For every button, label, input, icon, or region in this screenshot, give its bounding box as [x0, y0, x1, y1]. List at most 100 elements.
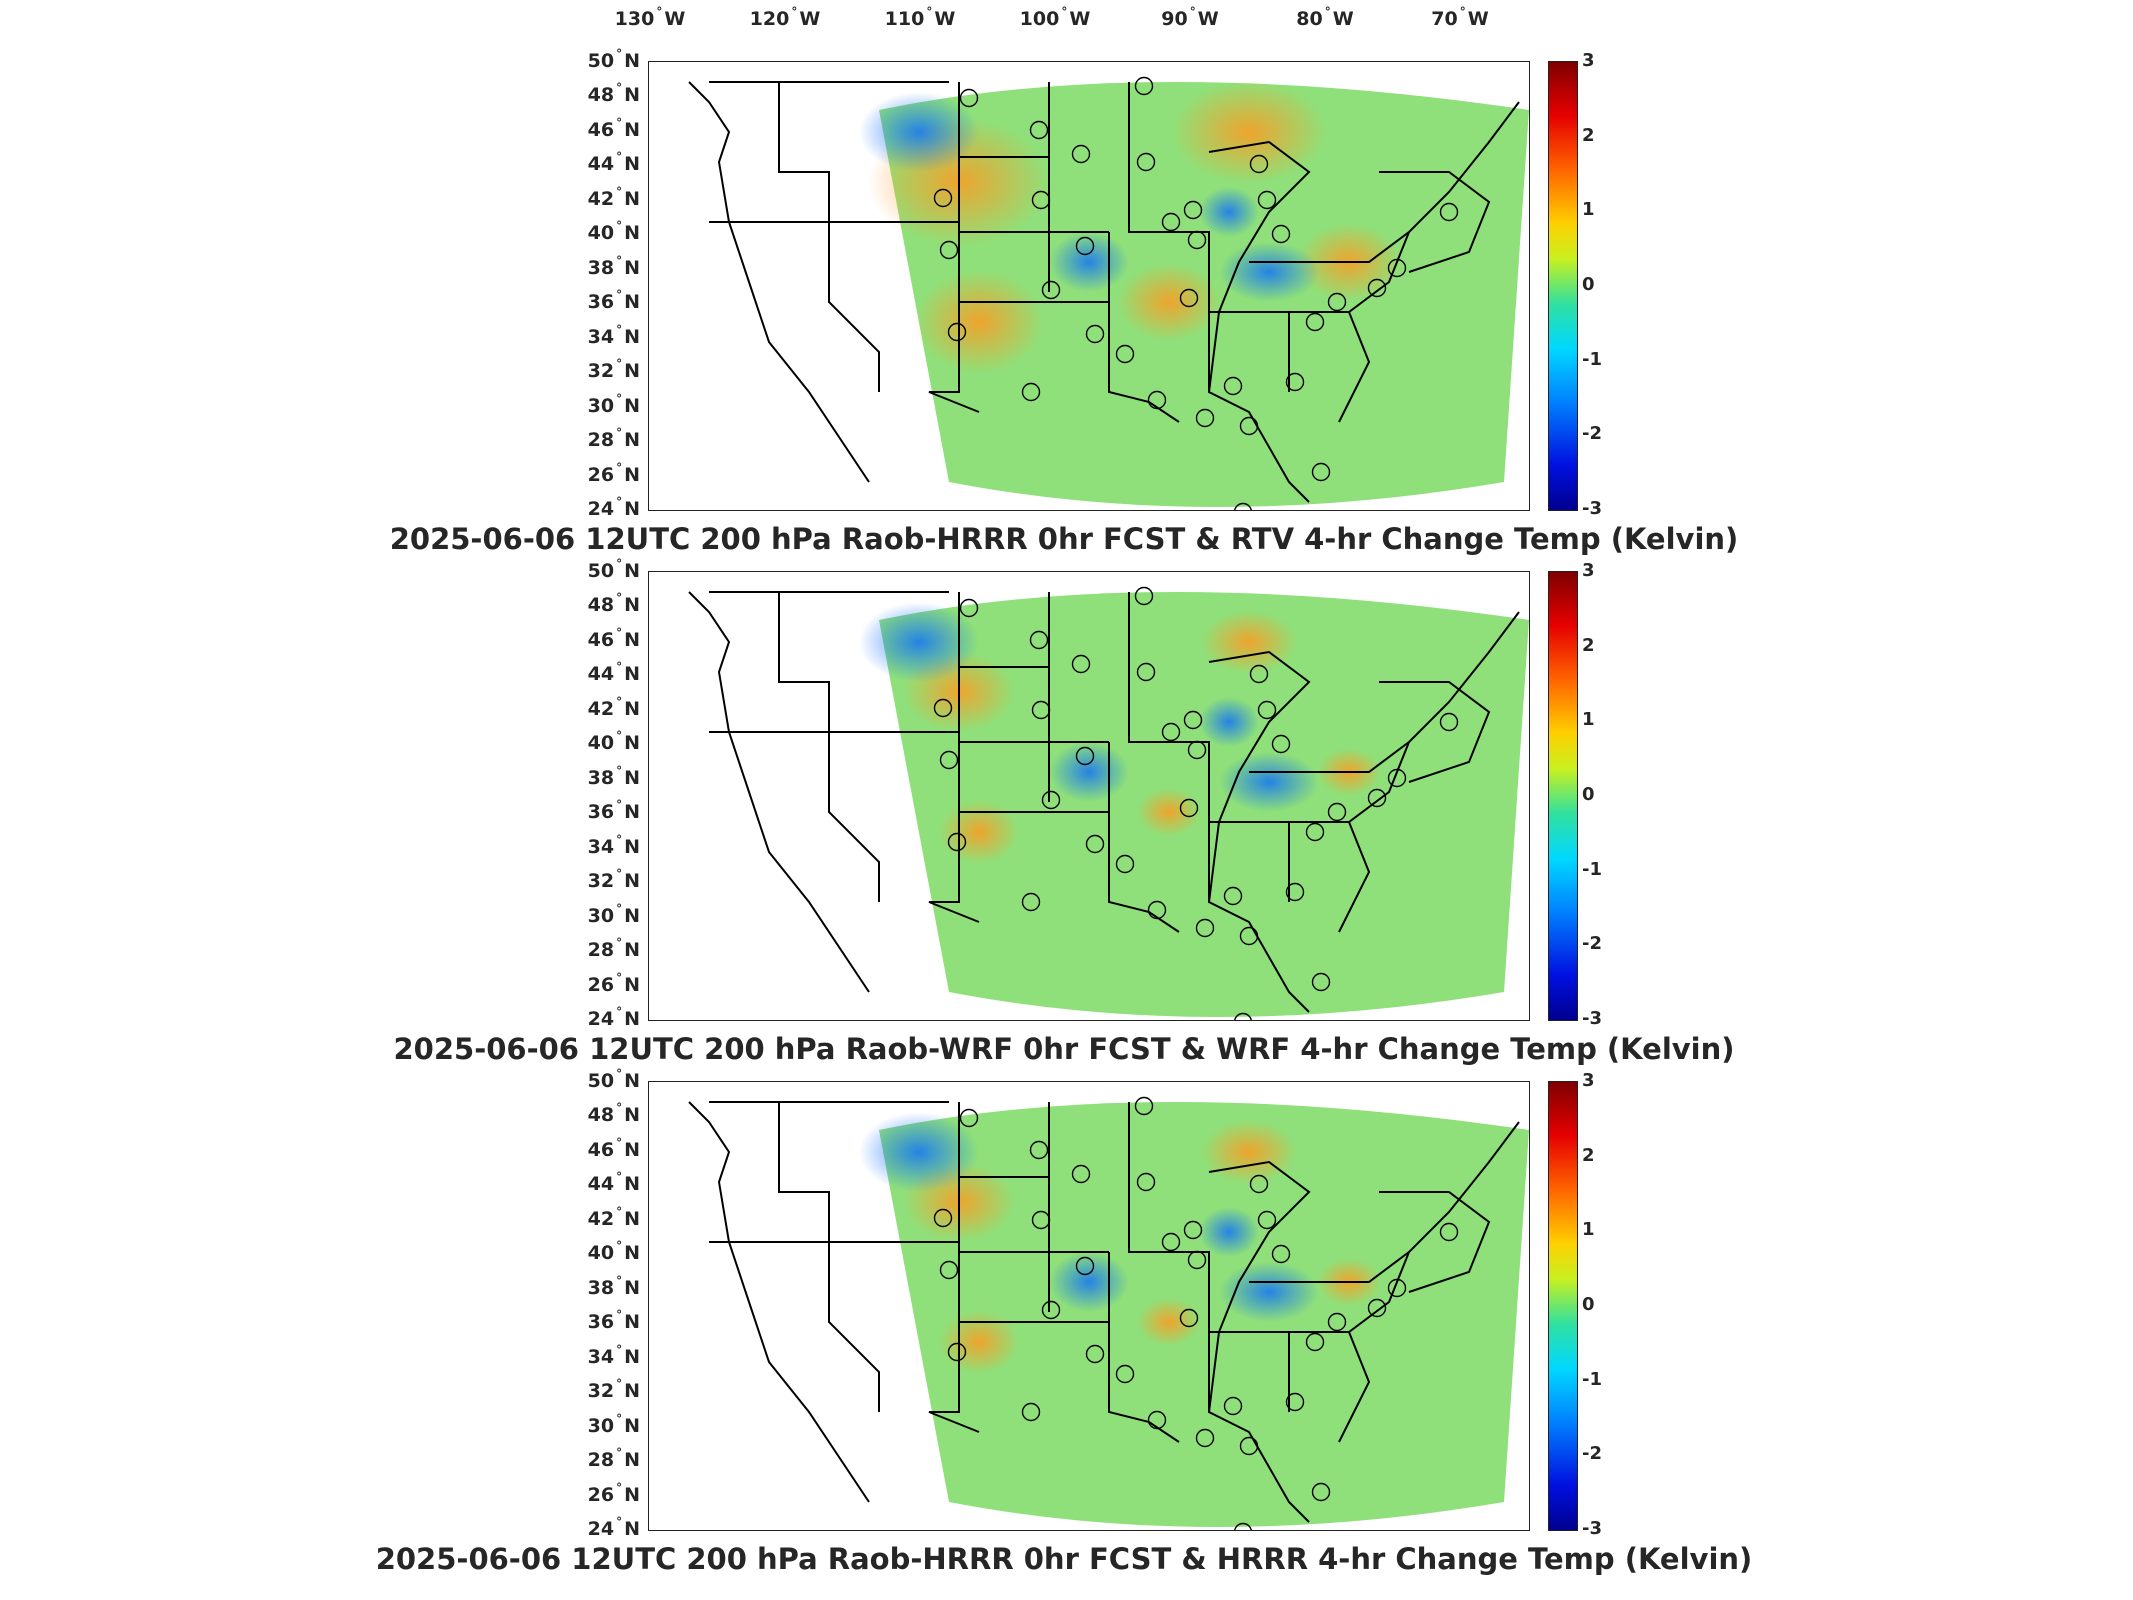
raob-station-marker — [947, 832, 967, 852]
raob-station-marker — [1257, 700, 1277, 720]
raob-station-marker — [1071, 144, 1091, 164]
raob-station-marker — [1179, 1308, 1199, 1328]
panel-title: 2025-06-06 12UTC 200 hPa Raob-HRRR 0hr F… — [375, 1542, 1753, 1576]
raob-station-marker — [1249, 664, 1269, 684]
raob-station-marker — [1134, 586, 1154, 606]
raob-station-marker — [1387, 1278, 1407, 1298]
raob-station-marker — [1161, 212, 1181, 232]
raob-station-marker — [1147, 900, 1167, 920]
lat-label: 48 ° N — [587, 81, 640, 107]
raob-station-marker — [1387, 258, 1407, 278]
raob-station-marker — [1183, 1220, 1203, 1240]
lat-label: 38 ° N — [587, 253, 640, 279]
raob-station-marker — [1249, 1174, 1269, 1194]
warm-anomaly — [939, 1310, 1019, 1374]
raob-station-marker — [1234, 502, 1252, 510]
raob-station-marker — [1115, 344, 1135, 364]
lat-label: 30 ° N — [587, 1411, 640, 1437]
boundaries — [688, 1101, 1520, 1523]
raob-station-marker — [1041, 1300, 1061, 1320]
raob-station-marker — [1187, 740, 1207, 760]
lat-label: 26 ° N — [587, 460, 640, 486]
raob-station-marker — [1021, 382, 1041, 402]
colorbar-tick-label: 2 — [1582, 1144, 1595, 1166]
lat-label: 46 ° N — [587, 625, 640, 651]
raob-station-marker — [1136, 1172, 1156, 1192]
cool-anomaly — [1049, 1252, 1129, 1312]
boundary-line — [709, 1101, 959, 1243]
temperature-change-map — [688, 1096, 1529, 1530]
colorbar-tick-label: 3 — [1582, 50, 1595, 71]
colorbar-tick-label: 3 — [1582, 560, 1595, 581]
raob-station-marker — [1075, 236, 1095, 256]
colorbar — [1548, 1081, 1578, 1531]
lat-label: 30 ° N — [587, 391, 640, 417]
lat-label: 42 ° N — [587, 184, 640, 210]
lat-label: 26 ° N — [587, 1480, 640, 1506]
lat-label: 44 ° N — [587, 1170, 640, 1196]
cool-anomaly — [1219, 752, 1319, 812]
warm-anomaly — [1117, 263, 1221, 341]
raob-station-marker — [1271, 1244, 1291, 1264]
colorbar-tick-label: 0 — [1582, 784, 1595, 805]
raob-station-marker — [1305, 1332, 1325, 1352]
colorbar-tick-label: -1 — [1582, 348, 1602, 370]
raob-station-marker — [1041, 280, 1061, 300]
lat-label: 50 ° N — [587, 47, 640, 72]
raob-station-marker — [1271, 734, 1291, 754]
cool-anomaly — [1219, 242, 1319, 302]
raob-station-marker — [1031, 190, 1051, 210]
boundary-line — [709, 81, 959, 223]
raob-station-marker — [939, 240, 959, 260]
raob-station-marker — [1367, 278, 1387, 298]
raob-station-marker — [933, 1208, 953, 1228]
raob-station-marker — [933, 188, 953, 208]
raob-station-marker — [1021, 892, 1041, 912]
cool-anomaly — [859, 602, 979, 682]
raob-station-marker — [1134, 76, 1154, 96]
raob-station-marker — [1183, 200, 1203, 220]
boundary-line — [1207, 1160, 1311, 1523]
raob-station-marker — [947, 322, 967, 342]
lat-label: 28 ° N — [587, 1446, 640, 1472]
lat-label: 32 ° N — [587, 867, 640, 893]
lat-label: 24 ° N — [587, 1515, 640, 1540]
raob-station-marker — [1071, 1164, 1091, 1184]
boundary-line — [1207, 140, 1311, 503]
lat-label: 30 ° N — [587, 901, 640, 927]
raob-station-marker — [959, 598, 979, 618]
raob-station-marker — [1147, 390, 1167, 410]
lat-label: 48 ° N — [587, 591, 640, 617]
colorbar-tick-label: 0 — [1582, 1294, 1595, 1315]
raob-station-marker — [1187, 230, 1207, 250]
lon-label: 100 ° W — [1019, 5, 1091, 30]
raob-station-marker — [1239, 416, 1259, 436]
map-panel — [648, 61, 1530, 511]
cool-anomaly — [1219, 1262, 1319, 1322]
lat-label: 38 ° N — [587, 763, 640, 789]
colorbar-tick-label: -3 — [1582, 1518, 1602, 1539]
lat-label: 36 ° N — [587, 288, 640, 314]
colorbar-tick-label: -2 — [1582, 423, 1602, 445]
colorbar-tick-label: 1 — [1582, 199, 1595, 221]
raob-station-marker — [1179, 798, 1199, 818]
raob-station-marker — [1223, 886, 1243, 906]
cool-anomaly — [1199, 697, 1259, 747]
lon-label: 70 ° W — [1431, 5, 1489, 30]
lon-label: 130 ° W — [614, 5, 686, 30]
raob-station-marker — [1234, 1522, 1252, 1530]
raob-station-marker — [1136, 662, 1156, 682]
cool-anomaly — [1049, 742, 1129, 802]
lat-label: 40 ° N — [587, 219, 640, 245]
lat-label: 34 ° N — [587, 322, 640, 348]
raob-station-marker — [1327, 1312, 1347, 1332]
colorbar-tick-label: 1 — [1582, 1219, 1595, 1241]
raob-station-marker — [1085, 1344, 1105, 1364]
boundaries — [688, 591, 1520, 1013]
raob-station-marker — [1071, 654, 1091, 674]
raob-station-marker — [1183, 710, 1203, 730]
colorbar-tick-label: 0 — [1582, 274, 1595, 295]
raob-station-marker — [1223, 1396, 1243, 1416]
lat-label: 36 ° N — [587, 1308, 640, 1334]
raob-station-marker — [1271, 224, 1291, 244]
